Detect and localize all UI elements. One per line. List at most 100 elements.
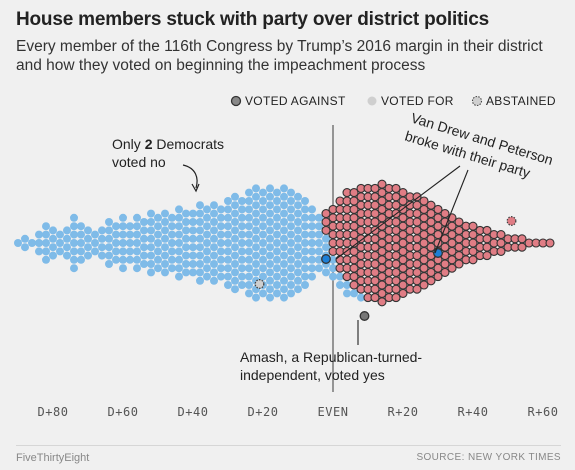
- democrat-voted-for-dot: [98, 226, 106, 235]
- democrat-voted-for-dot: [140, 234, 148, 243]
- democrat-voted-for-dot: [210, 218, 218, 226]
- democrat-voted-for-dot: [154, 247, 162, 256]
- democrat-voted-for-dot: [168, 255, 176, 264]
- democrat-voted-for-dot: [280, 226, 288, 235]
- democrat-voted-for-dot: [154, 255, 162, 264]
- democrat-voted-for-dot: [217, 239, 225, 247]
- x-tick-label: R+60: [528, 405, 559, 419]
- democrat-voted-for-dot: [189, 268, 197, 277]
- democrat-voted-for-dot: [154, 239, 162, 247]
- democrat-voted-for-dot: [294, 209, 302, 218]
- democrat-voted-for-dot: [224, 264, 232, 273]
- democrat-voted-for-dot: [210, 209, 218, 218]
- republican-voted-against-dot: [391, 293, 401, 303]
- democrat-voted-for-dot: [287, 213, 295, 222]
- x-tick-label: R+20: [388, 405, 419, 419]
- annotation-amash: Amash, a Republican-turned- independent,…: [240, 320, 422, 383]
- democrat-voted-for-dot: [287, 197, 295, 205]
- democrat-voted-for-dot: [210, 234, 218, 243]
- democrat-voted-for-dot: [294, 201, 302, 210]
- democrat-voted-for-dot: [231, 201, 239, 210]
- annotation-amash-line2: independent, voted yes: [240, 367, 385, 383]
- democrat-voted-for-dot: [98, 234, 106, 243]
- democrat-voted-for-dot: [182, 260, 190, 268]
- democrat-voted-for-dot: [252, 260, 260, 268]
- democrat-voted-for-dot: [238, 205, 246, 214]
- democrat-voted-for-dot: [217, 205, 225, 214]
- democrat-voted-for-dot: [238, 264, 246, 273]
- democrat-voted-for-dot: [168, 239, 176, 247]
- annotation-democrats-arrow: [182, 164, 198, 189]
- democrat-voted-for-dot: [161, 226, 169, 235]
- democrat-voted-for-dot: [224, 239, 232, 247]
- democrat-voted-for-dot: [294, 226, 302, 235]
- democrat-voted-for-dot: [147, 226, 155, 235]
- democrat-voted-for-dot: [203, 247, 211, 256]
- democrat-voted-for-dot: [210, 201, 218, 210]
- democrat-voted-for-dot: [294, 243, 302, 252]
- chart-subtitle: Every member of the 116th Congress by Tr…: [16, 38, 543, 74]
- democrat-voted-for-dot: [217, 230, 225, 239]
- democrat-voted-for-dot: [238, 230, 246, 239]
- democrat-voted-for-dot: [126, 255, 134, 264]
- democrat-voted-for-dot: [308, 264, 316, 273]
- democrat-voted-for-dot: [161, 260, 169, 268]
- democrat-voted-for-dot: [70, 239, 78, 247]
- democrat-voted-for-dot: [301, 230, 309, 239]
- footer-source: SOURCE: NEW YORK TIMES: [416, 452, 561, 463]
- legend-abstained-swatch: [471, 95, 483, 107]
- democrat-voted-for-dot: [105, 251, 113, 260]
- democrat-voted-for-dot: [266, 251, 274, 260]
- democrat-voted-for-dot: [266, 276, 274, 285]
- democrat-voted-for-dot: [203, 239, 211, 247]
- democrat-voted-for-dot: [224, 281, 232, 289]
- democrat-voted-for-dot: [182, 243, 190, 252]
- democrat-voted-for-dot: [266, 201, 274, 210]
- democrat-voted-for-dot: [49, 251, 57, 260]
- democrat-voted-for-dot: [336, 281, 344, 289]
- democrat-voted-for-dot: [280, 243, 288, 252]
- democrat-voted-for-dot: [14, 239, 22, 247]
- democrat-voted-for-dot: [182, 218, 190, 226]
- republican-voted-against-dot: [482, 251, 492, 261]
- democrat-voted-for-dot: [238, 197, 246, 205]
- democrat-voted-for-dot: [315, 230, 323, 239]
- democrat-voted-for-dot: [273, 222, 281, 231]
- democrat-voted-for-dot: [161, 251, 169, 260]
- democrat-voted-for-dot: [280, 285, 288, 294]
- legend-against-label: VOTED AGAINST: [245, 94, 346, 108]
- democrat-voted-for-dot: [203, 205, 211, 214]
- democrat-voted-for-dot: [133, 239, 141, 247]
- democrat-voted-for-dot: [273, 188, 281, 197]
- x-tick-label: R+40: [458, 405, 489, 419]
- annotation-democrats-line2: voted no: [112, 154, 166, 170]
- democrat-voted-for-dot: [273, 230, 281, 239]
- democrat-voted-for-dot: [196, 276, 204, 285]
- democrat-voted-for-dot: [224, 197, 232, 205]
- democrat-voted-for-dot: [287, 205, 295, 214]
- democrat-voted-for-dot: [273, 264, 281, 273]
- democrat-voted-for-dot: [266, 285, 274, 294]
- democrat-voted-for-dot: [119, 213, 127, 222]
- democrat-voted-for-dot: [84, 251, 92, 260]
- democrat-voted-for-dot: [287, 281, 295, 289]
- dots-layer: [14, 179, 555, 307]
- democrat-voted-for-dot: [266, 268, 274, 277]
- democrat-voted-for-dot: [70, 264, 78, 273]
- democrat-voted-for-dot: [161, 218, 169, 226]
- democrat-voted-for-dot: [182, 234, 190, 243]
- democrat-voted-for-dot: [308, 239, 316, 247]
- annotation-amash-line1: Amash, a Republican-turned-: [240, 349, 422, 365]
- democrat-voted-for-dot: [175, 272, 183, 281]
- democrat-voted-for-dot: [301, 272, 309, 281]
- democrat-voted-for-dot: [280, 192, 288, 201]
- democrat-voted-for-dot: [231, 243, 239, 252]
- democrat-voted-for-dot: [147, 251, 155, 260]
- democrat-voted-for-dot: [231, 268, 239, 277]
- democrat-voted-for-dot: [126, 239, 134, 247]
- democrat-voted-for-dot: [196, 201, 204, 210]
- democrat-voted-for-dot: [315, 222, 323, 231]
- democrat-voted-for-dot: [189, 226, 197, 235]
- democrat-voted-for-dot: [154, 264, 162, 273]
- republican-voted-against-dot: [349, 280, 359, 290]
